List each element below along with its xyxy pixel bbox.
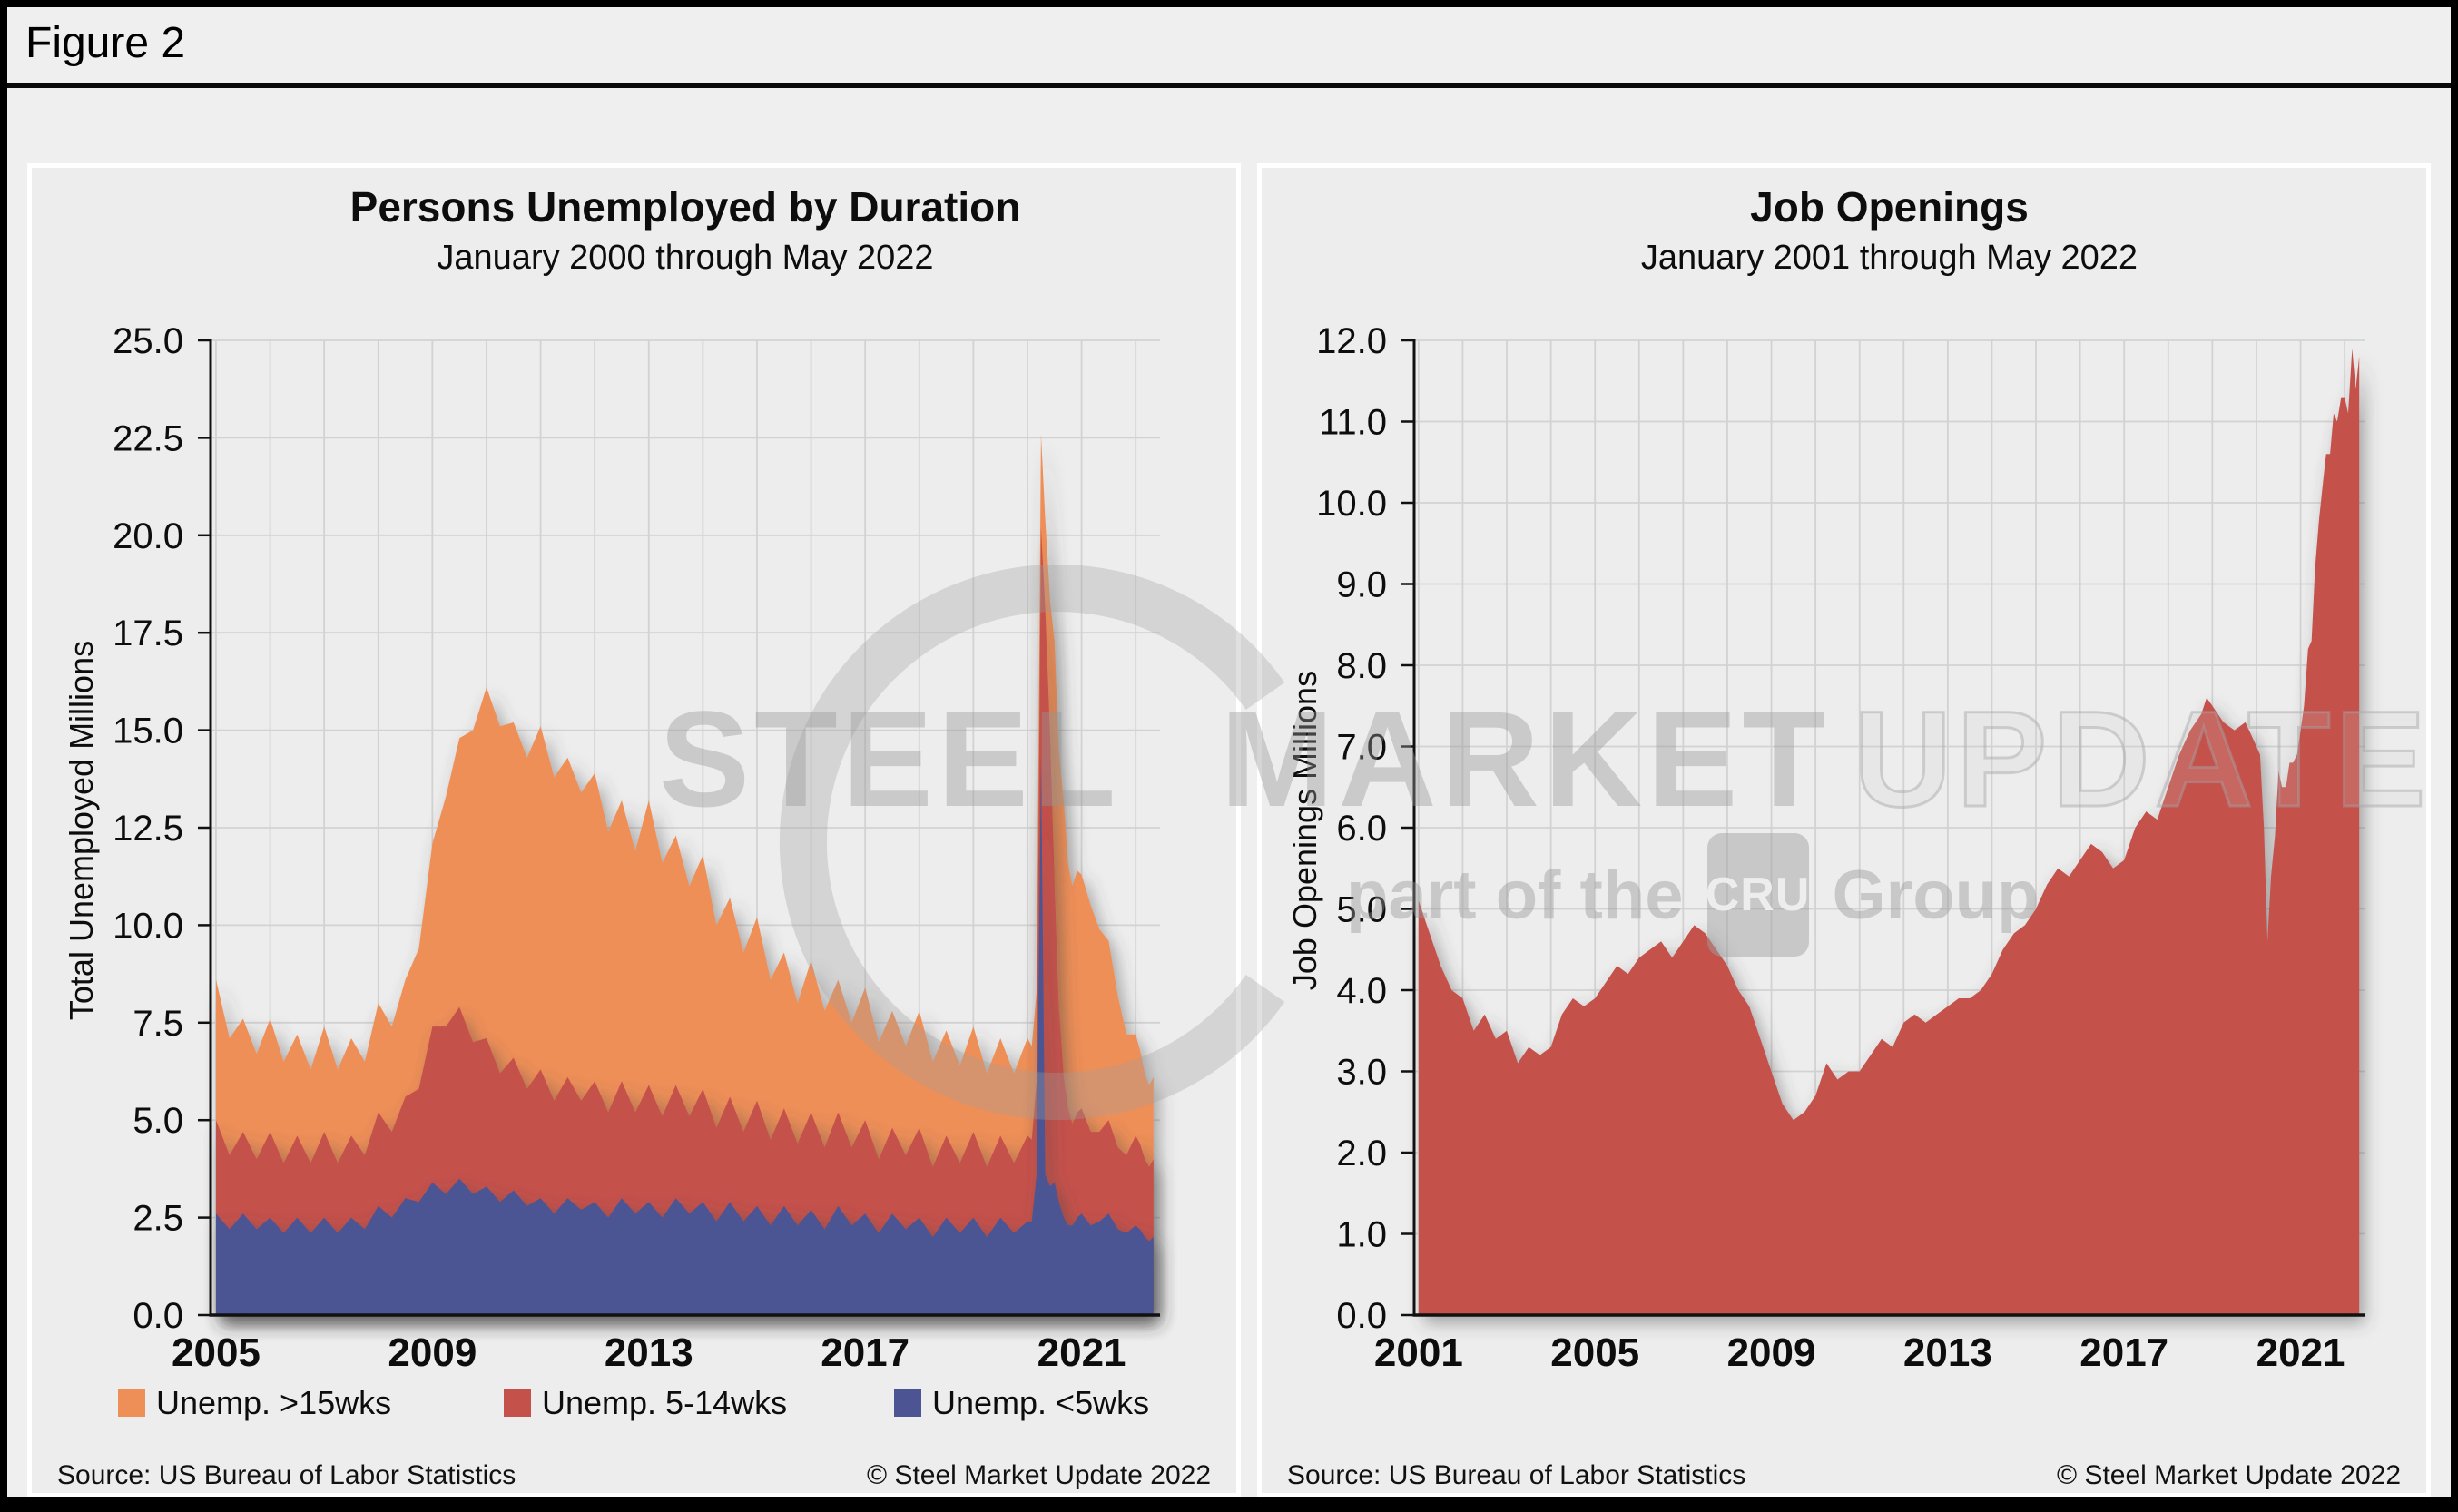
unemployment-chart-area: 0.0 2.5 5.0 7.5 10.0 12.5 15.0 17.5 20.0 22.5 25.0… (113, 321, 1160, 1375)
chart-subtitle-unemployment: January 2000 through May 2022 (437, 239, 934, 277)
y-axis-title-unemployment: Total Unemployed Millions (63, 640, 100, 1021)
legend-item-5to14wks: Unemp. 5-14wks (504, 1384, 787, 1422)
area-job-openings (1418, 349, 2360, 1315)
x-tick-label: 2021 (2256, 1330, 2345, 1375)
x-tick-label: 2001 (1374, 1330, 1463, 1375)
source-text: Source: US Bureau of Labor Statistics (57, 1460, 516, 1490)
legend-swatch-under5wks (894, 1389, 921, 1417)
chart-title-unemployment: Persons Unemployed by Duration (349, 183, 1021, 231)
y-tick-label: 1.0 (1336, 1215, 1387, 1255)
figure-rule (7, 83, 2451, 88)
x-tick-label: 2005 (1550, 1330, 1639, 1375)
legend-unemployment: Unemp. >15wks Unemp. 5-14wks Unemp. <5wk… (32, 1384, 1236, 1429)
y-tick-label: 2.0 (1336, 1134, 1387, 1173)
y-tick-label: 0.0 (133, 1296, 183, 1336)
panel-job-openings: Job Openings January 2001 through May 20… (1257, 163, 2431, 1497)
y-tick-label: 9.0 (1336, 565, 1387, 605)
area-unemp-5-14wks (216, 527, 1154, 1315)
y-tick-label: 5.0 (133, 1101, 183, 1141)
legend-label-5to14wks: Unemp. 5-14wks (542, 1384, 788, 1421)
figure-background: Figure 2 Persons Unemployed by Duration … (7, 7, 2451, 1497)
y-tick-label: 8.0 (1336, 646, 1387, 686)
y-tick-label: 7.5 (133, 1004, 183, 1044)
x-tick-label: 2017 (821, 1330, 909, 1375)
y-tick-label: 3.0 (1336, 1053, 1387, 1093)
x-tick-label: 2013 (1903, 1330, 1992, 1375)
gridlines (211, 339, 1160, 1315)
y-tick-label: 20.0 (113, 516, 183, 556)
y-axis-title-job-openings: Job Openings Millions (1286, 670, 1323, 991)
y-tick-label: 2.5 (133, 1199, 183, 1239)
x-tick-label: 2009 (1727, 1330, 1816, 1375)
figure-label: Figure 2 (25, 19, 186, 67)
chart-areas (1418, 349, 2360, 1315)
y-tick-label: 25.0 (113, 321, 183, 361)
y-tick-label: 5.0 (1336, 890, 1387, 930)
y-tick-label: 15.0 (113, 712, 183, 751)
y-tick-label: 12.0 (1316, 321, 1387, 361)
panel-unemployment: Persons Unemployed by Duration January 2… (27, 163, 1241, 1497)
legend-item-over15wks: Unemp. >15wks (118, 1384, 391, 1422)
chart-subtitle-job-openings: January 2001 through May 2022 (1640, 239, 2138, 277)
copyright-text: © Steel Market Update 2022 (867, 1460, 1211, 1490)
y-tick-label: 0.0 (1336, 1296, 1387, 1336)
chart-title-job-openings: Job Openings (1750, 183, 2029, 231)
x-tick-label: 2005 (172, 1330, 261, 1375)
copyright-text: © Steel Market Update 2022 (2057, 1460, 2401, 1490)
x-tick-label: 2009 (388, 1330, 477, 1375)
footer-unemployment: Source: US Bureau of Labor Statistics © … (32, 1460, 1236, 1497)
gridlines (1414, 339, 2365, 1315)
legend-swatch-5to14wks (504, 1389, 531, 1417)
area-unemp-5wks (216, 757, 1154, 1315)
y-tick-label: 4.0 (1336, 971, 1387, 1011)
axes (1401, 339, 2365, 1317)
tick-labels: 0.0 1.0 2.0 3.0 4.0 5.0 6.0 7.0 8.0 9.0 10.0 11.0 12… (1316, 321, 2345, 1375)
y-tick-label: 11.0 (1319, 403, 1387, 443)
job-openings-chart-area: 0.0 1.0 2.0 3.0 4.0 5.0 6.0 7.0 8.0 9.0 10.0 11.0 12… (1316, 321, 2365, 1375)
axes (198, 339, 1160, 1317)
source-text: Source: US Bureau of Labor Statistics (1287, 1460, 1746, 1490)
chart-areas (216, 434, 1154, 1316)
legend-swatch-over15wks (118, 1389, 145, 1417)
y-tick-label: 22.5 (113, 418, 183, 458)
legend-item-under5wks: Unemp. <5wks (894, 1384, 1149, 1422)
y-tick-label: 12.5 (113, 809, 183, 849)
y-tick-label: 10.0 (1316, 484, 1387, 524)
y-tick-label: 6.0 (1336, 809, 1387, 849)
y-tick-label: 17.5 (113, 614, 183, 653)
legend-label-over15wks: Unemp. >15wks (156, 1384, 392, 1421)
footer-job-openings: Source: US Bureau of Labor Statistics © … (1262, 1460, 2426, 1497)
area-unemp-15wks (216, 434, 1154, 1316)
y-tick-label: 10.0 (113, 906, 183, 946)
tick-labels: 0.0 2.5 5.0 7.5 10.0 12.5 15.0 17.5 20.0 22.5 25.0… (113, 321, 1126, 1375)
x-tick-label: 2021 (1037, 1330, 1126, 1375)
legend-label-under5wks: Unemp. <5wks (932, 1384, 1150, 1421)
x-tick-label: 2013 (605, 1330, 693, 1375)
y-tick-label: 7.0 (1336, 728, 1387, 768)
x-tick-label: 2017 (2079, 1330, 2168, 1375)
